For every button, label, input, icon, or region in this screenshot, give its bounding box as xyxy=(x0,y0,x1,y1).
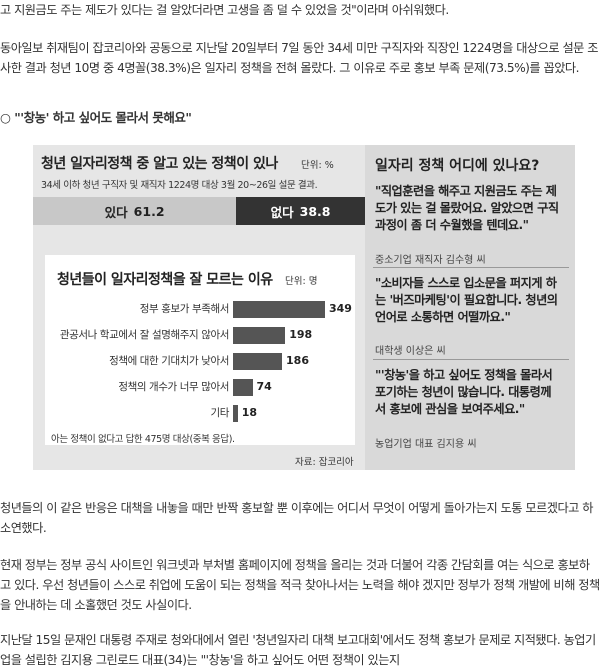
quote: "직업훈련을 해주고 지원금도 주는 제도가 있는 걸 몰랐어요. 알았으면 구… xyxy=(375,184,559,232)
source: 자료: 잡코리아 xyxy=(295,457,354,468)
unit: 단위: 명 xyxy=(285,276,318,287)
quote: "'창농'을 하고 싶어도 정책을 몰라서 포기하는 청년이 많습니다. 대통령… xyxy=(375,368,553,416)
value-label: 74 xyxy=(256,380,272,393)
note: 아는 정책이 없다고 답한 475명 대상(중복 응답). xyxy=(51,434,235,445)
separator xyxy=(373,267,569,268)
unit: 단위: % xyxy=(301,160,334,171)
value-label: 61.2 xyxy=(133,203,165,219)
quote: "소비자들 스스로 입소문을 퍼지게 하는 '버즈마케팅'이 필요합니다. 청년… xyxy=(375,276,558,324)
category-label: 기타 xyxy=(210,407,229,419)
quotes-title: 일자리 정책 어디에 있나요? xyxy=(375,158,540,174)
chart-subtitle: 34세 이하 청년 구직자 및 재직자 1224명 대상 3월 20~26일 설… xyxy=(41,180,318,191)
category-label: 관공서나 학교에서 잘 설명해주지 않아서 xyxy=(59,329,230,341)
value-label: 198 xyxy=(289,328,313,341)
reasons-box: 청년들이 일자리정책을 잘 모르는 이유 단위: 명 정부 홍보가 부족해서 34… xyxy=(45,255,355,445)
speaker: 농업기업 대표 김지용 씨 xyxy=(375,439,477,450)
value-label: 18 xyxy=(241,406,258,419)
value-label: 349 xyxy=(329,302,352,315)
speaker: 대학생 이상은 씨 xyxy=(375,346,446,357)
paragraph: 동아일보 취재팀이 잡코리아와 공동으로 지난달 20일부터 7일 동안 34세… xyxy=(0,41,598,75)
quotes-panel: 일자리 정책 어디에 있나요? "직업훈련을 해주고 지원금도 주는 제도가 있… xyxy=(365,145,575,470)
bar-chart: 정부 홍보가 부족해서 349 관공서나 학교에서 잘 설명해주지 않아서 198 정책… xyxy=(45,299,355,429)
value-label: 186 xyxy=(286,354,309,367)
subheading: ○ "'창농' 하고 싶어도 몰라서 못해요" xyxy=(0,110,192,125)
category: 없다 xyxy=(270,204,294,220)
chart-title: 청년 일자리정책 중 알고 있는 정책이 있나 xyxy=(41,156,278,172)
bar xyxy=(233,405,238,422)
stacked-bar: 있다 61.2 없다 38.8 xyxy=(33,197,365,225)
category-label: 정책에 대한 기대치가 낮아서 xyxy=(109,355,229,367)
category-label: 정책의 개수가 너무 많아서 xyxy=(118,381,229,393)
chart-title: 청년들이 일자리정책을 잘 모르는 이유 xyxy=(57,272,273,288)
bar xyxy=(233,301,325,318)
bar xyxy=(233,379,253,396)
paragraph: 지난달 15일 문재인 대통령 주재로 청와대에서 열린 '청년일자리 대책 보… xyxy=(0,633,596,667)
paragraph: 현재 정부는 정부 공식 사이트인 워크넷과 부처별 홈페이지에 정책을 올리는… xyxy=(0,558,600,612)
bar-segment: 있다 61.2 xyxy=(33,197,237,225)
bar-segment: 없다 38.8 xyxy=(236,197,365,225)
infographic: 청년 일자리정책 중 알고 있는 정책이 있나 단위: % 34세 이하 청년 … xyxy=(33,145,575,470)
paragraph: 청년들의 이 같은 반응은 대책을 내놓을 때만 반짝 홍보할 뿐 이후에는 어… xyxy=(0,501,593,535)
paragraph: 고 지원금도 주는 제도가 있다는 걸 알았더라면 고생을 좀 덜 수 있었을 … xyxy=(0,3,449,17)
category-label: 정부 홍보가 부족해서 xyxy=(139,303,230,315)
category: 있다 xyxy=(104,204,128,220)
speaker: 중소기업 재직자 김수형 씨 xyxy=(375,255,486,266)
bar xyxy=(233,327,286,344)
bar xyxy=(233,353,283,370)
value-label: 38.8 xyxy=(299,203,331,219)
separator xyxy=(373,359,569,360)
